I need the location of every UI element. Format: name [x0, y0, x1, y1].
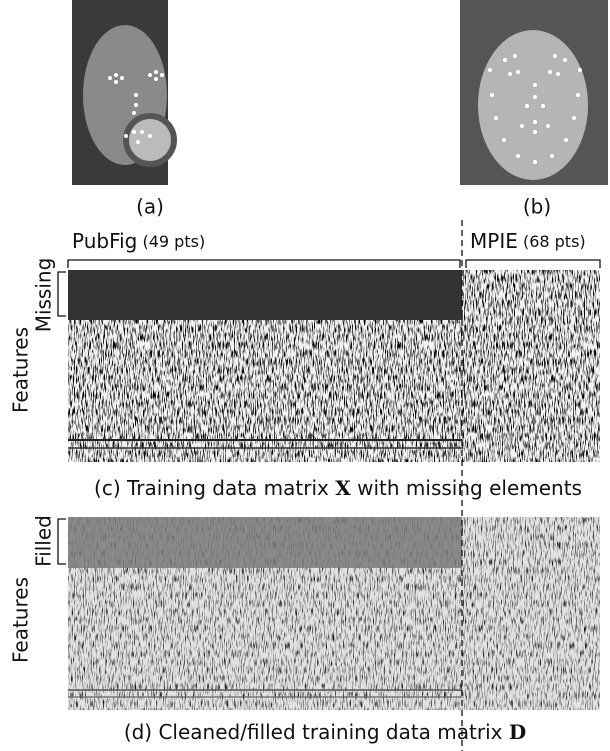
axis-label: Features [9, 327, 33, 413]
matrix-c [68, 270, 600, 462]
caption-text: (d) Cleaned/filled training data matrix [124, 720, 503, 744]
group-label: MPIE (68 pts) [470, 229, 586, 253]
group-brace [466, 260, 600, 268]
group-name: PubFig [72, 229, 137, 253]
group-points: (68 pts) [523, 232, 586, 251]
caption-symbol: X [335, 476, 351, 500]
row-bracket [58, 272, 66, 316]
panel-label: (b) [523, 195, 551, 219]
axis-label: Features [9, 577, 33, 663]
group-points: (49 pts) [142, 232, 205, 251]
group-brace [68, 260, 460, 268]
face-image-b [460, 0, 608, 185]
group-name: MPIE [470, 229, 518, 253]
caption-text: with missing elements [357, 476, 582, 500]
caption: (c) Training data matrix X with missing … [94, 476, 582, 500]
caption: (d) Cleaned/filled training data matrix … [124, 720, 526, 744]
row-bracket [58, 519, 66, 564]
caption-symbol: D [509, 720, 526, 744]
group-label: PubFig (49 pts) [72, 229, 205, 253]
row-label: Filled [32, 515, 56, 567]
caption-text: (c) Training data matrix [94, 476, 329, 500]
row-label: Missing [32, 258, 56, 333]
matrix-d [68, 517, 600, 710]
panel-label: (a) [136, 195, 164, 219]
figure: (a) (b) PubFig (49 pts) MPIE (68 pts) Mi… [0, 0, 610, 751]
face-image-a [72, 0, 174, 185]
